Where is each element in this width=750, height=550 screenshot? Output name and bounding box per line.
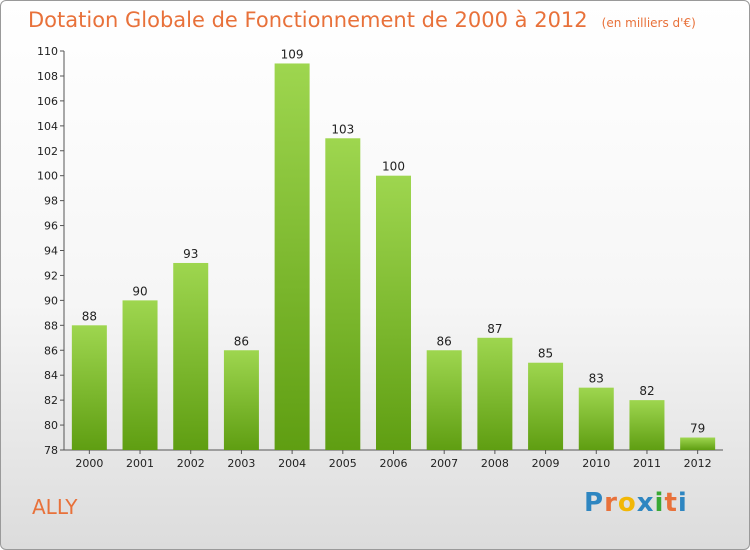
unit-note: (en milliers d'€) bbox=[601, 16, 696, 30]
data-label-2005: 103 bbox=[331, 122, 354, 136]
y-tick-label: 88 bbox=[44, 319, 58, 332]
logo-letter: x bbox=[636, 488, 655, 518]
x-tick-label-2003: 2003 bbox=[227, 457, 255, 470]
x-tick-label-2010: 2010 bbox=[582, 457, 610, 470]
bar-2011 bbox=[629, 400, 665, 450]
bar-2008 bbox=[477, 337, 513, 450]
x-tick-label-2005: 2005 bbox=[329, 457, 357, 470]
bar-2010 bbox=[578, 387, 614, 450]
x-tick-label-2012: 2012 bbox=[684, 457, 712, 470]
axes: 78 80 82 84 86 88 90 92 94 96 98 100 102 104 106 108 110… bbox=[37, 45, 723, 470]
bar-2001 bbox=[122, 300, 158, 450]
logo-letter: t bbox=[664, 488, 678, 518]
y-tick-label: 102 bbox=[37, 145, 58, 158]
proxiti-logo[interactable]: Proxiti bbox=[584, 488, 688, 518]
data-label-2010: 83 bbox=[589, 372, 604, 386]
x-tick-label-2002: 2002 bbox=[177, 457, 205, 470]
bar-2003 bbox=[223, 350, 259, 450]
y-tick-label: 80 bbox=[44, 419, 58, 432]
data-label-2009: 85 bbox=[538, 347, 553, 361]
bar-2007 bbox=[426, 350, 462, 450]
y-tick-label: 86 bbox=[44, 344, 58, 357]
x-tick-label-2009: 2009 bbox=[532, 457, 560, 470]
logo-letter: o bbox=[617, 488, 637, 518]
x-tick-label-2004: 2004 bbox=[278, 457, 306, 470]
y-tick-label: 78 bbox=[44, 444, 58, 457]
data-label-2000: 88 bbox=[82, 309, 97, 323]
y-tick-label: 100 bbox=[37, 170, 58, 183]
data-label-2003: 86 bbox=[234, 334, 249, 348]
x-tick-label-2011: 2011 bbox=[633, 457, 661, 470]
data-label-2006: 100 bbox=[382, 160, 405, 174]
logo-letter: r bbox=[604, 488, 618, 518]
data-label-2007: 86 bbox=[437, 334, 452, 348]
y-tick-label: 92 bbox=[44, 269, 58, 282]
logo-letter: P bbox=[584, 488, 605, 518]
place-name: ALLY bbox=[32, 495, 78, 519]
data-label-2011: 82 bbox=[639, 384, 654, 398]
y-tick-label: 82 bbox=[44, 394, 58, 407]
bar-2002 bbox=[173, 262, 209, 450]
bar-2009 bbox=[528, 362, 564, 450]
y-tick-label: 84 bbox=[44, 369, 58, 382]
bar-2000 bbox=[71, 325, 107, 450]
x-tick-label-2008: 2008 bbox=[481, 457, 509, 470]
logo-letter: i bbox=[677, 488, 688, 518]
x-tick-label-2001: 2001 bbox=[126, 457, 154, 470]
y-tick-label: 106 bbox=[37, 95, 58, 108]
y-tick-label: 94 bbox=[44, 245, 58, 258]
bar-2004 bbox=[274, 63, 310, 450]
data-label-2002: 93 bbox=[183, 247, 198, 261]
data-label-2004: 109 bbox=[281, 47, 304, 61]
bar-2005 bbox=[325, 138, 361, 450]
x-tick-label-2000: 2000 bbox=[75, 457, 103, 470]
y-tick-label: 108 bbox=[37, 70, 58, 83]
data-label-2001: 90 bbox=[132, 284, 147, 298]
y-tick-label: 98 bbox=[44, 195, 58, 208]
y-tick-label: 90 bbox=[44, 294, 58, 307]
x-tick-label-2006: 2006 bbox=[380, 457, 408, 470]
data-label-2008: 87 bbox=[487, 322, 502, 336]
bars: 88 90 93 86 109 103 100 86 87 85 83 82 79 bbox=[71, 47, 716, 450]
y-tick-label: 104 bbox=[37, 120, 58, 133]
logo-letter: i bbox=[654, 488, 665, 518]
bar-2012 bbox=[680, 437, 716, 450]
bar-2006 bbox=[376, 175, 411, 450]
chart-title: Dotation Globale de Fonctionnement de 20… bbox=[28, 8, 696, 32]
y-tick-label: 96 bbox=[44, 220, 58, 233]
title-text: Dotation Globale de Fonctionnement de 20… bbox=[28, 8, 588, 32]
y-tick-label: 110 bbox=[37, 45, 58, 58]
data-label-2012: 79 bbox=[690, 422, 705, 436]
x-tick-label-2007: 2007 bbox=[430, 457, 458, 470]
